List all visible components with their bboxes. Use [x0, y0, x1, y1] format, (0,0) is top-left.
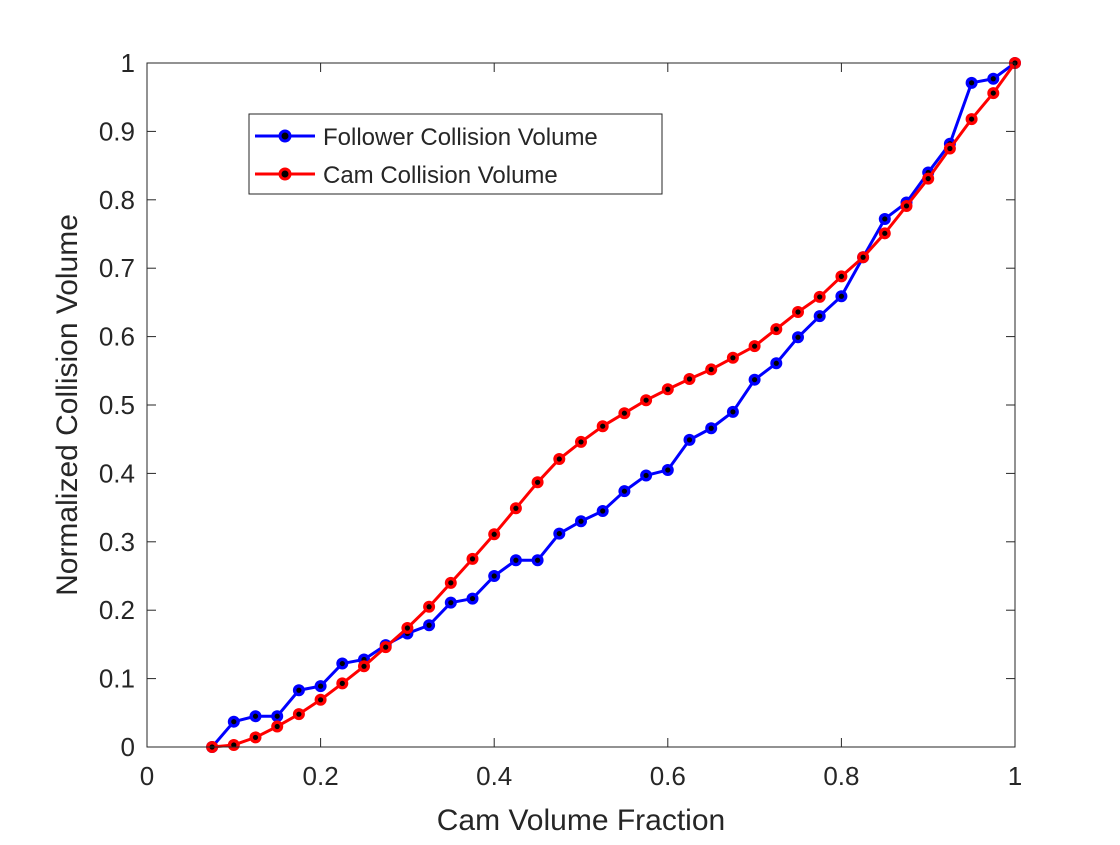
- series-0-marker-center-35: [969, 80, 975, 86]
- series-0-marker-center-15: [535, 557, 541, 563]
- series-1-marker-center-2: [252, 734, 259, 741]
- series-0-marker-center-14: [513, 557, 519, 563]
- legend-box: [248, 113, 663, 195]
- series-1-marker-center-19: [621, 410, 628, 416]
- y-axis-label: Normalized Collision Volume: [51, 214, 84, 596]
- series-1-marker-center-32: [903, 203, 910, 209]
- series-0-marker-center-20: [643, 472, 649, 479]
- legend: Follower Collision Volume Cam Collision …: [248, 113, 663, 195]
- series-0-marker-center-23: [708, 425, 714, 431]
- legend-marker-follower: [278, 129, 292, 143]
- x-tick-label-3: 0.6: [650, 761, 686, 791]
- axes-layer: 0 0.2 0.4 0.6 0.8 1 0 0.1 0.2 0.3 0.4 0.5 0.6 0.7 0.8 0…: [99, 48, 1022, 791]
- series-0-marker-center-10: [426, 622, 432, 628]
- series-0-marker-center-16: [556, 530, 562, 537]
- legend-marker-cam: [278, 167, 292, 181]
- series-1-marker-center-15: [535, 479, 541, 485]
- series-layer: [206, 57, 1021, 753]
- series-0-marker-center-24: [730, 409, 736, 415]
- series-1-marker-center-5: [318, 697, 324, 703]
- x-axis-label: Cam Volume Fraction: [437, 804, 725, 837]
- series-1-marker-center-3: [274, 723, 280, 730]
- series-1-marker-center-28: [817, 294, 823, 300]
- series-1-marker-center-7: [361, 663, 367, 669]
- series-0-marker-center-21: [665, 467, 671, 473]
- series-0-marker-center-4: [296, 687, 302, 693]
- series-0-marker-center-3: [274, 713, 280, 719]
- series-0-marker-center-28: [817, 313, 823, 319]
- series-0-marker-center-1: [231, 719, 237, 725]
- series-1-marker-center-29: [838, 273, 845, 280]
- series-1-marker-center-9: [404, 625, 410, 631]
- series-1-marker-center-21: [665, 386, 671, 392]
- series-0-marker-center-29: [838, 293, 845, 299]
- series-0-marker-center-13: [491, 573, 497, 579]
- series-1-marker-center-6: [339, 680, 345, 686]
- series-1-marker-center-24: [730, 355, 736, 361]
- series-0-marker-center-19: [621, 488, 628, 494]
- x-tick-label-5: 1: [1008, 761, 1022, 791]
- series-0-marker-center-26: [773, 360, 779, 366]
- y-tick-label-10: 1: [121, 48, 135, 78]
- series-1-marker-center-4: [296, 711, 302, 717]
- y-tick-label-3: 0.3: [99, 527, 135, 557]
- x-tick-label-1: 0.2: [303, 761, 339, 791]
- series-0-marker-center-31: [882, 216, 888, 222]
- y-tick-label-7: 0.7: [99, 253, 135, 283]
- legend-label-cam: Cam Collision Volume: [323, 162, 558, 189]
- series-0-marker-center-22: [686, 437, 693, 443]
- series-0-marker-center-17: [578, 518, 584, 524]
- series-1-marker-center-16: [556, 456, 562, 462]
- y-tick-label-9: 0.9: [99, 116, 135, 146]
- series-1-marker-center-18: [600, 423, 606, 429]
- series-0-marker-center-12: [469, 595, 476, 602]
- series-1-marker-center-33: [925, 175, 931, 182]
- series-1-marker-center-8: [383, 644, 389, 650]
- y-tick-label-6: 0.6: [99, 322, 135, 352]
- series-1-marker-center-12: [469, 556, 476, 562]
- y-tick-label-0: 0: [121, 732, 135, 762]
- x-tick-label-2: 0.4: [476, 761, 512, 791]
- y-tick-label-8: 0.8: [99, 185, 135, 215]
- series-0-marker-center-5: [318, 683, 324, 689]
- legend-label-follower: Follower Collision Volume: [323, 124, 598, 151]
- series-1-marker-center-30: [860, 254, 866, 260]
- y-tick-label-5: 0.5: [99, 390, 135, 420]
- series-0-marker-center-2: [252, 713, 259, 719]
- series-1-marker-center-13: [491, 531, 497, 537]
- y-tick-label-1: 0.1: [99, 664, 135, 694]
- series-1-marker-center-25: [752, 343, 758, 349]
- series-1-marker-center-1: [231, 742, 237, 748]
- series-1-marker-center-17: [578, 439, 584, 445]
- series-0-marker-center-25: [752, 377, 758, 383]
- series-1-marker-center-11: [448, 580, 454, 586]
- series-1-marker-center-14: [513, 505, 519, 511]
- series-1-marker-center-35: [969, 116, 975, 122]
- series-1-marker-center-10: [426, 604, 432, 610]
- series-0-marker-center-36: [990, 76, 996, 82]
- x-tick-label-0: 0: [140, 761, 154, 791]
- series-1-marker-center-26: [773, 326, 779, 332]
- series-0-marker-center-27: [795, 334, 801, 340]
- series-1-marker-center-27: [795, 309, 801, 315]
- y-tick-label-2: 0.2: [99, 595, 135, 625]
- series-0-marker-center-11: [448, 600, 454, 606]
- series-1-marker-center-20: [643, 397, 649, 403]
- series-1-marker-center-31: [882, 230, 888, 236]
- x-tick-label-4: 0.8: [823, 761, 859, 791]
- series-1-marker-center-22: [686, 376, 693, 382]
- series-0-marker-center-6: [339, 660, 345, 667]
- series-0-marker-center-18: [600, 508, 606, 514]
- series-1-marker-center-34: [947, 145, 953, 152]
- series-1-marker-center-36: [990, 90, 996, 96]
- series-1-marker-center-23: [708, 366, 714, 373]
- y-tick-label-4: 0.4: [99, 458, 135, 488]
